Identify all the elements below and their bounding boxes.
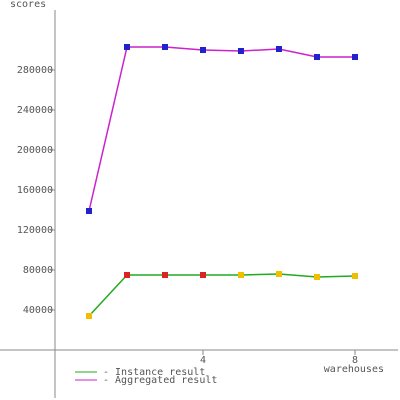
y-tick-label: 280000 bbox=[17, 65, 53, 76]
series-line bbox=[88, 273, 356, 317]
legend-label: - Instance result bbox=[103, 367, 205, 378]
data-point bbox=[238, 272, 244, 278]
y-tick-label: 240000 bbox=[17, 105, 53, 116]
x-axis-label: warehouses bbox=[324, 364, 384, 375]
y-tick-label: 200000 bbox=[17, 145, 53, 156]
x-tick-label: 4 bbox=[200, 355, 206, 366]
data-point bbox=[162, 272, 168, 278]
x-tick-label: 8 bbox=[352, 355, 358, 366]
data-point bbox=[86, 208, 92, 214]
y-axis-label: scores bbox=[10, 0, 46, 10]
y-tick-label: 160000 bbox=[17, 185, 53, 196]
data-point bbox=[352, 273, 358, 279]
data-point bbox=[124, 272, 130, 278]
y-tick-label: 80000 bbox=[23, 265, 53, 276]
y-tick-label: 120000 bbox=[17, 225, 53, 236]
data-point bbox=[200, 47, 206, 53]
data-point bbox=[162, 44, 168, 50]
data-point bbox=[86, 313, 92, 319]
y-tick-label: 40000 bbox=[23, 305, 53, 316]
data-point bbox=[314, 54, 320, 60]
data-point bbox=[314, 274, 320, 280]
data-point bbox=[200, 272, 206, 278]
data-point bbox=[276, 46, 282, 52]
data-point bbox=[124, 44, 130, 50]
legend-label: - Aggregated result bbox=[103, 375, 217, 386]
data-point bbox=[352, 54, 358, 60]
data-point bbox=[276, 271, 282, 277]
series-line bbox=[88, 46, 355, 212]
data-point bbox=[238, 48, 244, 54]
